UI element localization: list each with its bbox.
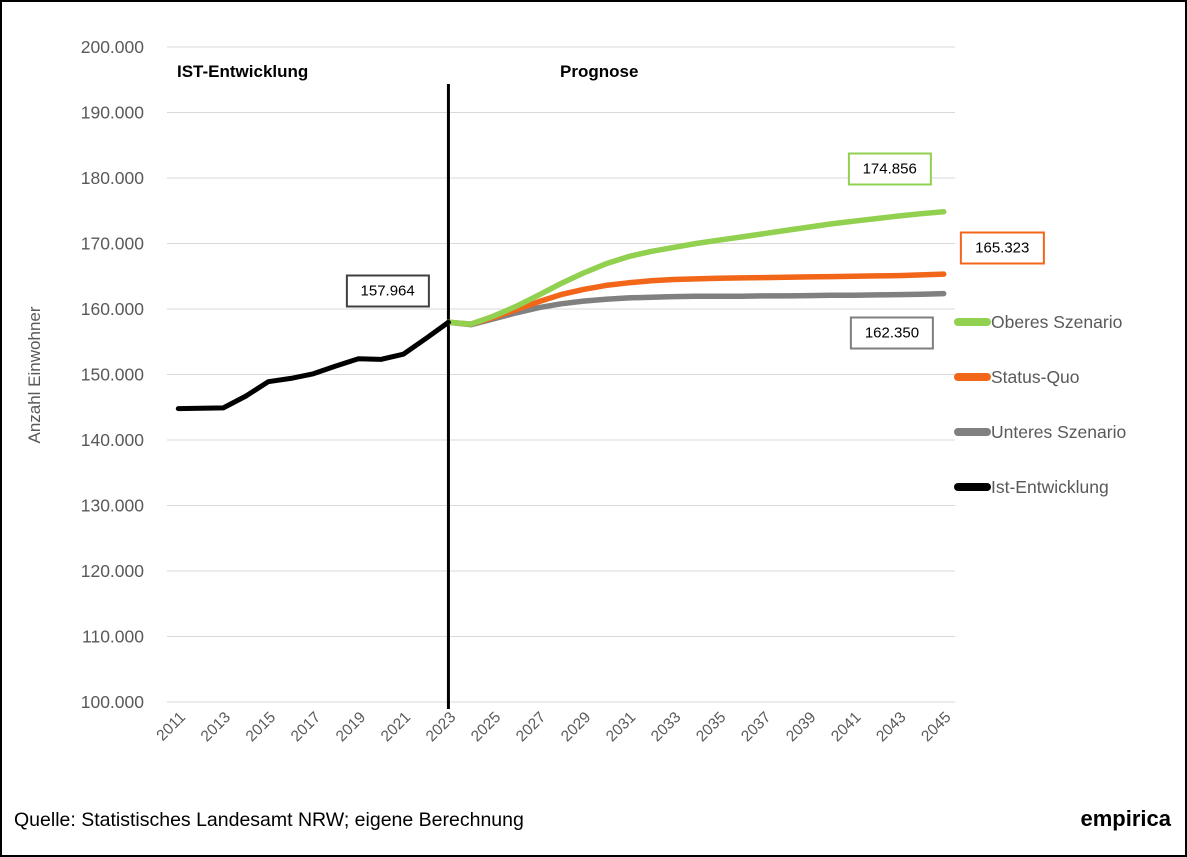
y-tick-label: 200.000	[81, 37, 145, 57]
zone-label-ist-entwicklung: IST-Entwicklung	[177, 62, 309, 81]
y-tick-label: 100.000	[81, 692, 145, 712]
series-line-ist-entwicklung	[175, 319, 451, 412]
x-tick-label: 2045	[918, 709, 954, 745]
x-tick-label: 2025	[468, 709, 504, 745]
legend-swatch-line-icon	[954, 373, 991, 381]
x-tick-label: 2017	[288, 709, 324, 745]
series-line-unteres-szenario	[445, 290, 947, 328]
x-tick-label: 2039	[783, 709, 819, 745]
population-chart: Anzahl Einwohner 100.000 110.000 120.000 13…	[25, 37, 955, 745]
y-tick-label: 160.000	[81, 299, 145, 319]
series-line-status-quo	[445, 271, 947, 327]
x-tick-label: 2041	[828, 709, 864, 745]
empirica-logo: empirica	[1080, 806, 1172, 831]
x-tick-label: 2015	[243, 709, 279, 745]
annotation-box: 162.350	[849, 316, 935, 350]
annotation-box: 174.856	[847, 152, 932, 186]
y-axis-title: Anzahl Einwohner	[25, 306, 44, 443]
annotation-box: 165.323	[960, 231, 1045, 265]
x-tick-label: 2043	[873, 709, 909, 745]
legend-item: Oberes Szenario	[954, 311, 1126, 333]
y-tick-label: 180.000	[81, 168, 145, 188]
legend-swatch-line-icon	[954, 428, 991, 436]
legend-swatch-line-icon	[954, 318, 991, 326]
x-tick-label: 2027	[513, 709, 549, 745]
legend-item: Ist-Entwicklung	[954, 476, 1126, 498]
y-tick-label: 140.000	[81, 430, 145, 450]
legend-swatch-line-icon	[954, 483, 991, 491]
y-tick-label: 170.000	[81, 234, 145, 254]
legend-label: Ist-Entwicklung	[991, 476, 1109, 497]
y-tick-label: 120.000	[81, 561, 145, 581]
x-tick-label: 2021	[378, 709, 414, 745]
y-tick-label: 150.000	[81, 365, 145, 385]
x-tick-label: 2037	[738, 709, 774, 745]
legend-label: Oberes Szenario	[991, 311, 1123, 332]
legend-label: Unteres Szenario	[991, 421, 1127, 442]
x-tick-label: 2035	[693, 709, 729, 745]
chart-legend: Oberes Szenario Status-Quo Unteres Szena…	[954, 311, 1126, 498]
x-tick-label: 2011	[153, 709, 189, 745]
series-line-oberes-szenario	[445, 208, 947, 327]
x-tick-label: 2013	[198, 709, 234, 745]
y-tick-label: 190.000	[81, 103, 145, 123]
y-tick-label: 130.000	[81, 496, 145, 516]
x-tick-label: 2019	[333, 709, 369, 745]
legend-label: Status-Quo	[991, 366, 1080, 387]
x-tick-label: 2029	[558, 709, 594, 745]
x-tick-label: 2023	[423, 709, 459, 745]
legend-item: Status-Quo	[954, 366, 1126, 388]
y-tick-label: 110.000	[82, 627, 144, 647]
source-note: Quelle: Statistisches Landesamt NRW; eig…	[14, 809, 524, 831]
x-tick-label: 2033	[648, 709, 684, 745]
annotation-box: 157.964	[345, 274, 430, 308]
legend-item: Unteres Szenario	[954, 421, 1126, 443]
x-tick-label: 2031	[603, 709, 639, 745]
zone-label-prognose: Prognose	[560, 62, 639, 81]
